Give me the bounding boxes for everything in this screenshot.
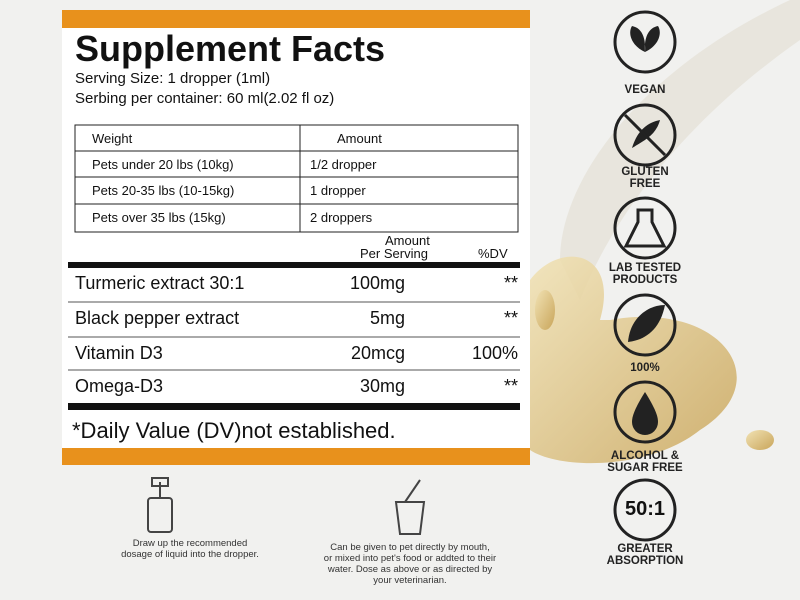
line: water. Dose as above or as directed by bbox=[327, 564, 493, 575]
amount-head: Amount bbox=[385, 233, 430, 248]
dosage-cell: Pets over 35 lbs (15kg) bbox=[92, 210, 226, 225]
dosage-header: Amount bbox=[337, 131, 382, 146]
badge-line: PRODUCTS bbox=[612, 274, 678, 286]
line: Can be given to pet directly by mouth, bbox=[330, 542, 490, 553]
amount-head: Per Serving bbox=[360, 246, 428, 261]
nutrient-name: Omega-D3 bbox=[75, 376, 164, 396]
instruction: Draw up the recommended dosage of liquid … bbox=[110, 538, 270, 560]
nutrient-amount: 5mg bbox=[369, 308, 405, 328]
title: Supplement Facts bbox=[75, 28, 386, 69]
nutrient-dv: 100% bbox=[471, 343, 518, 363]
badge-label: GLUTEN FREE bbox=[585, 166, 705, 190]
dv-head: %DV bbox=[478, 246, 508, 261]
nutrient-dv: ** bbox=[503, 308, 518, 328]
footnote: *Daily Value (DV)not established. bbox=[72, 418, 396, 443]
serving-size: Serving Size: 1 dropper (1ml) bbox=[75, 70, 271, 87]
nutrient-name: Vitamin D3 bbox=[75, 343, 163, 363]
dosage-header: Weight bbox=[92, 131, 133, 146]
badge-line: GLUTEN bbox=[621, 166, 669, 178]
dosage-cell: 2 droppers bbox=[310, 210, 373, 225]
nutrient-amount: 20mcg bbox=[350, 343, 405, 363]
badge-label: VEGAN bbox=[585, 84, 705, 96]
nutrient-dv: ** bbox=[503, 273, 518, 293]
nutrient-dv: ** bbox=[503, 376, 518, 396]
badge-line: GREATER bbox=[617, 543, 673, 555]
line: Draw up the recommended bbox=[132, 538, 248, 549]
badge-line: LAB TESTED bbox=[608, 262, 682, 274]
badge-line: SUGAR FREE bbox=[607, 462, 683, 474]
line: dosage of liquid into the dropper. bbox=[121, 549, 259, 560]
badge-label: 100% bbox=[585, 362, 705, 374]
badge-icon-text: 50:1 bbox=[624, 498, 666, 520]
dosage-cell: 1 dropper bbox=[310, 183, 366, 198]
badge-line: FREE bbox=[629, 178, 661, 190]
dosage-cell: Pets under 20 lbs (10kg) bbox=[92, 157, 234, 172]
nutrient-name: Black pepper extract bbox=[75, 308, 240, 328]
badge-line: 100% bbox=[630, 362, 660, 374]
badge-line: VEGAN bbox=[624, 84, 666, 96]
servings: Serbing per container: 60 ml(2.02 fl oz) bbox=[75, 90, 335, 107]
nutrient-amount: 100mg bbox=[349, 273, 405, 293]
nutrient-amount: 30mg bbox=[359, 376, 405, 396]
badge-label: LAB TESTED PRODUCTS bbox=[585, 262, 705, 286]
badge-line: ALCOHOL & bbox=[610, 450, 680, 462]
line: your veterinarian. bbox=[373, 575, 447, 586]
nutrient-name: Turmeric extract 30:1 bbox=[75, 273, 245, 293]
badge-label: GREATER ABSORPTION bbox=[585, 543, 705, 567]
badge-line: ABSORPTION bbox=[606, 555, 684, 567]
dosage-cell: 1/2 dropper bbox=[310, 157, 377, 172]
dosage-cell: Pets 20-35 lbs (10-15kg) bbox=[92, 183, 235, 198]
line: or mixed into pet's food or addted to th… bbox=[323, 553, 497, 564]
badge-label: ALCOHOL & SUGAR FREE bbox=[585, 450, 705, 474]
instruction: Can be given to pet directly by mouth, or… bbox=[290, 542, 530, 586]
